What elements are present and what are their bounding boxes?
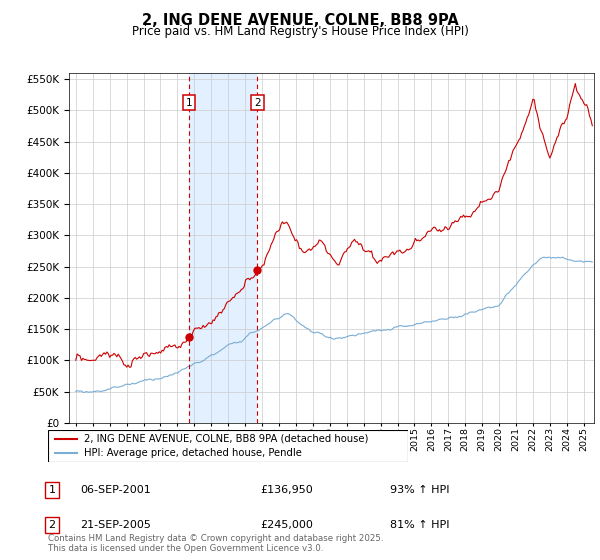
Bar <box>189 73 257 423</box>
Text: Price paid vs. HM Land Registry's House Price Index (HPI): Price paid vs. HM Land Registry's House … <box>131 25 469 38</box>
Text: 2: 2 <box>49 520 56 530</box>
Text: 2, ING DENE AVENUE, COLNE, BB8 9PA: 2, ING DENE AVENUE, COLNE, BB8 9PA <box>142 13 458 28</box>
Text: 93% ↑ HPI: 93% ↑ HPI <box>390 485 449 495</box>
Text: 81% ↑ HPI: 81% ↑ HPI <box>390 520 449 530</box>
Text: 2: 2 <box>254 97 260 108</box>
Text: HPI: Average price, detached house, Pendle: HPI: Average price, detached house, Pend… <box>84 448 302 458</box>
Text: 21-SEP-2005: 21-SEP-2005 <box>80 520 151 530</box>
Text: 2, ING DENE AVENUE, COLNE, BB8 9PA (detached house): 2, ING DENE AVENUE, COLNE, BB8 9PA (deta… <box>84 433 368 444</box>
Text: £136,950: £136,950 <box>260 485 313 495</box>
Text: Contains HM Land Registry data © Crown copyright and database right 2025.
This d: Contains HM Land Registry data © Crown c… <box>48 534 383 553</box>
Text: £245,000: £245,000 <box>260 520 313 530</box>
Text: 06-SEP-2001: 06-SEP-2001 <box>80 485 151 495</box>
Text: 1: 1 <box>49 485 56 495</box>
FancyBboxPatch shape <box>48 430 408 462</box>
Text: 1: 1 <box>185 97 192 108</box>
